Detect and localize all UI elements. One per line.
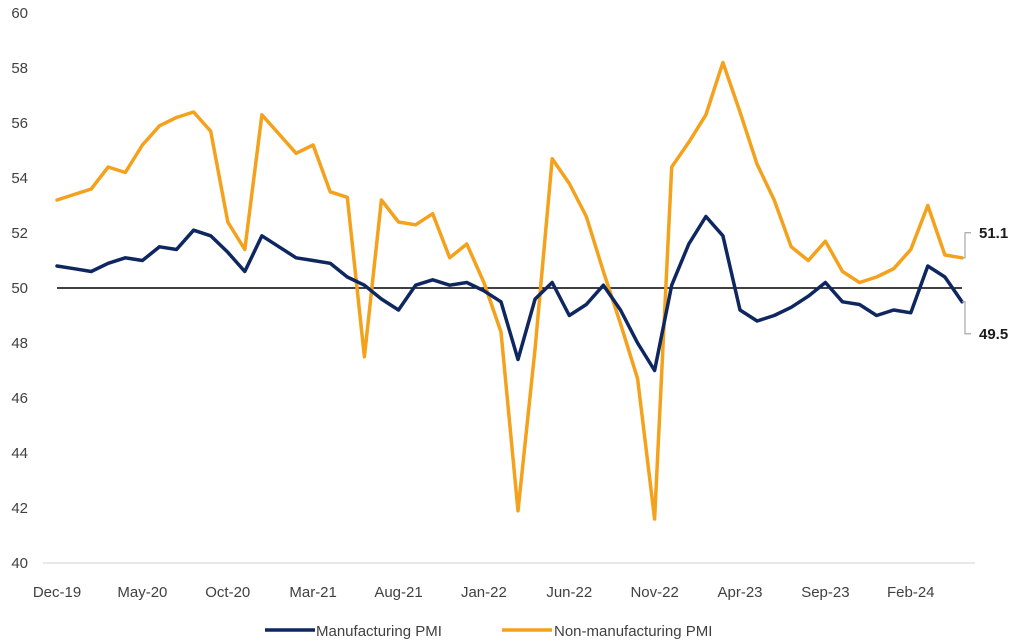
annotation-leader (962, 232, 971, 259)
legend-label: Non-manufacturing PMI (554, 623, 712, 640)
y-axis: 40 42 44 46 48 50 52 54 56 58 60 (11, 5, 28, 572)
annotation-leader (962, 301, 971, 335)
annotation-label: 51.1 (979, 225, 1008, 242)
y-tick-label: 44 (11, 445, 28, 462)
y-tick-label: 52 (11, 225, 28, 242)
y-tick-label: 56 (11, 115, 28, 132)
annotations: 51.1 49.5 (962, 225, 1008, 343)
x-tick-label: Mar-21 (289, 584, 337, 601)
x-tick-label: Dec-19 (33, 584, 81, 601)
y-tick-label: 46 (11, 390, 28, 407)
x-tick-label: Jun-22 (546, 584, 592, 601)
y-tick-label: 54 (11, 170, 28, 187)
legend: Manufacturing PMI Non-manufacturing PMI (265, 623, 712, 640)
y-tick-label: 60 (11, 5, 28, 22)
x-tick-label: Apr-23 (718, 584, 763, 601)
x-tick-label: May-20 (117, 584, 167, 601)
y-tick-label: 48 (11, 335, 28, 352)
x-tick-label: Aug-21 (374, 584, 422, 601)
y-tick-label: 58 (11, 60, 28, 77)
y-tick-label: 40 (11, 555, 28, 572)
legend-label: Manufacturing PMI (316, 623, 442, 640)
x-tick-label: Jan-22 (461, 584, 507, 601)
x-axis: Dec-19 May-20 Oct-20 Mar-21 Aug-21 Jan-22 Jun-… (33, 562, 975, 601)
y-tick-label: 50 (11, 280, 28, 297)
x-tick-label: Sep-23 (801, 584, 849, 601)
series-group (55, 60, 964, 521)
x-tick-label: Nov-22 (630, 584, 678, 601)
y-tick-label: 42 (11, 500, 28, 517)
annotation-label: 49.5 (979, 326, 1008, 343)
series-line-non-manufacturing-pmi (55, 60, 964, 521)
x-tick-label: Feb-24 (887, 584, 935, 601)
x-tick-label: Oct-20 (205, 584, 250, 601)
series-line-manufacturing-pmi (55, 214, 964, 373)
